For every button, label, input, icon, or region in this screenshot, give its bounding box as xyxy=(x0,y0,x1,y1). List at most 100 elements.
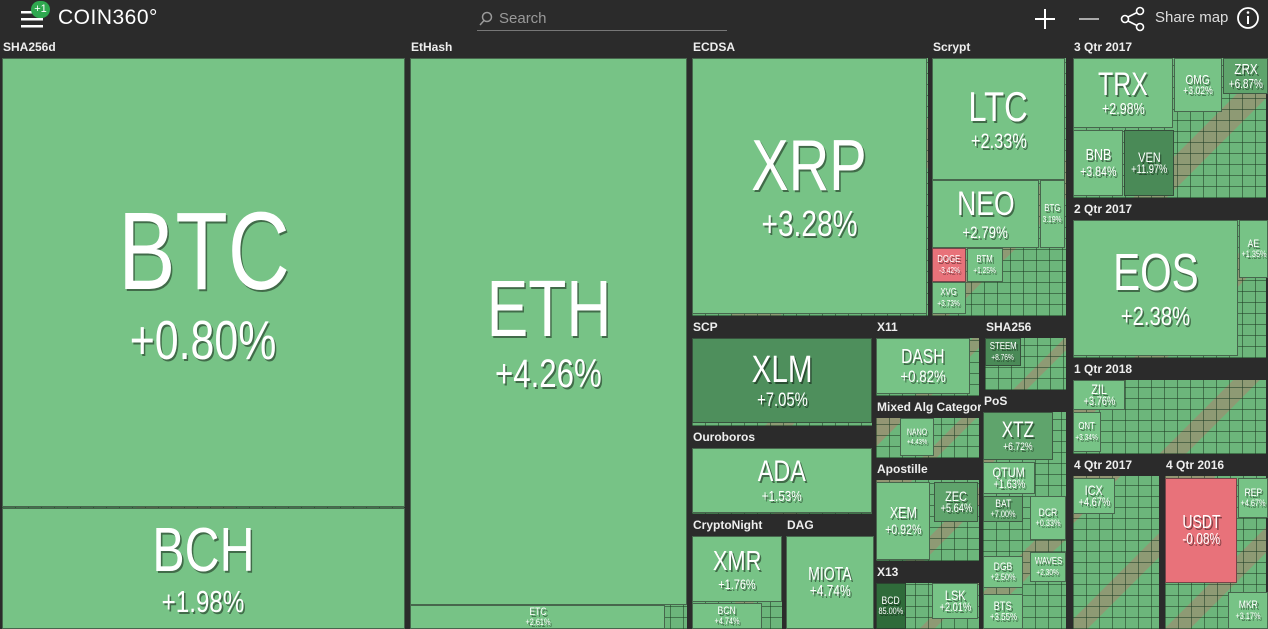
coin-tile[interactable]: OMG +3.02% xyxy=(1174,58,1222,112)
coin-tile[interactable]: ICX +4.67% xyxy=(1073,478,1115,514)
coin-tile[interactable]: DGB +2.50% xyxy=(983,556,1023,588)
coin-tile[interactable]: ZEC +5.64% xyxy=(934,482,978,522)
coin-tile[interactable]: BTS +3.55% xyxy=(983,594,1023,629)
sector-title[interactable]: X11 xyxy=(877,320,898,334)
coin-tile[interactable]: DASH +0.82% xyxy=(876,338,970,394)
coin-change: +2.33% xyxy=(970,129,1027,153)
coin-symbol: TRX xyxy=(1098,66,1148,103)
coin-change: 85.00% xyxy=(878,606,904,617)
coin-tile[interactable]: DOGE -3.42% xyxy=(932,248,966,282)
coin-tile[interactable]: MKR +3.17% xyxy=(1228,592,1268,629)
coin-tile[interactable]: BTC +0.80% xyxy=(2,58,405,507)
sector-title[interactable]: SHA256d xyxy=(3,40,56,54)
coin-tile[interactable]: XLM +7.05% xyxy=(692,338,872,423)
coin-tile[interactable]: REP +4.67% xyxy=(1238,478,1268,518)
logo[interactable]: COIN360° xyxy=(58,6,158,29)
zoom-in[interactable] xyxy=(1033,7,1057,31)
coin-tile[interactable]: BTG 3.19% xyxy=(1040,180,1065,248)
sector-title[interactable]: SCP xyxy=(693,320,718,334)
coin-change: +2.61% xyxy=(525,617,550,628)
coin-tile[interactable]: BCH +1.98% xyxy=(2,508,405,629)
coin-tile[interactable]: ETC +2.61% xyxy=(410,605,665,629)
coin-tile[interactable]: BCN +4.74% xyxy=(692,603,762,629)
coin-symbol: XLM xyxy=(751,348,813,391)
share-icon[interactable] xyxy=(1120,6,1146,32)
coin-symbol: ONT xyxy=(1078,421,1096,433)
coin-change: +1.25% xyxy=(973,265,997,276)
coin-tile[interactable]: ONT +3.34% xyxy=(1073,412,1101,452)
coin-tile[interactable]: WAVES +2.30% xyxy=(1030,552,1066,582)
coin-change: +6.72% xyxy=(1003,441,1033,454)
coin-tile[interactable]: VEN +11.97% xyxy=(1124,130,1174,196)
coin-change: -0.08% xyxy=(1182,531,1220,549)
coin-symbol: LTC xyxy=(968,83,1029,131)
coin-tile[interactable]: ADA +1.53% xyxy=(692,448,872,513)
sector-title[interactable]: PoS xyxy=(984,394,1008,408)
coin-change: +0.80% xyxy=(130,309,277,372)
coin-symbol: ETC xyxy=(528,605,547,618)
sector-title[interactable]: Ouroboros xyxy=(693,430,755,444)
sector-title[interactable]: X13 xyxy=(877,565,899,579)
coin-tile[interactable]: NEO +2.79% xyxy=(932,180,1039,248)
coin-tile[interactable]: XMR +1.76% xyxy=(692,536,782,602)
coin-tile[interactable]: AE +1.35% xyxy=(1239,220,1268,278)
coin-change: +1.35% xyxy=(1241,249,1266,260)
coin-tile[interactable]: STEEM +8.76% xyxy=(985,338,1021,366)
coin-tile[interactable]: DCR +0.33% xyxy=(1030,496,1066,540)
coin-change: +1.63% xyxy=(993,477,1025,492)
coin-change: +2.50% xyxy=(990,572,1016,583)
coin-tile[interactable]: ETH +4.26% xyxy=(410,58,687,605)
sector-title[interactable]: 3 Qtr 2017 xyxy=(1074,40,1133,54)
coin-tile[interactable]: XTZ +6.72% xyxy=(983,412,1053,460)
coin-symbol: BAT xyxy=(994,497,1012,510)
sector-title[interactable]: 2 Qtr 2017 xyxy=(1074,202,1133,216)
search-box[interactable]: Search xyxy=(477,6,727,31)
share-map[interactable]: Share map xyxy=(1155,9,1229,26)
coin-tile[interactable]: XEM +0.92% xyxy=(876,482,930,560)
top-bar: +1 COIN360° Search Share map xyxy=(0,0,1268,37)
coin-symbol: MIOTA xyxy=(808,564,852,585)
sector-title[interactable]: SHA256 xyxy=(986,320,1032,334)
coin-tile[interactable]: BCD 85.00% xyxy=(876,583,906,629)
coin-change: +3.28% xyxy=(761,203,858,245)
coin-change: +4.67% xyxy=(1240,498,1266,509)
sector-title[interactable]: Mixed Alg Category xyxy=(877,400,981,414)
sector-title[interactable]: Scrypt xyxy=(933,40,971,54)
sector-title[interactable]: CryptoNight xyxy=(693,518,763,532)
coin-tile[interactable]: XVG +3.73% xyxy=(932,282,966,314)
coin-tile[interactable]: QTUM +1.63% xyxy=(983,462,1035,494)
coin-tile[interactable]: ZRX +6.87% xyxy=(1223,58,1268,94)
info-icon[interactable] xyxy=(1236,6,1260,30)
coin-symbol: XEM xyxy=(889,504,917,522)
coin-change: +3.73% xyxy=(937,298,961,309)
coin-symbol: BCH xyxy=(152,516,255,586)
coin-symbol: WAVES xyxy=(1034,556,1062,568)
coin-tile[interactable]: NANO +4.43% xyxy=(900,418,934,456)
sector-title[interactable]: ECDSA xyxy=(693,40,736,54)
zoom-out[interactable] xyxy=(1077,7,1101,31)
coin-symbol: XRP xyxy=(751,125,868,206)
coin-tile[interactable]: XRP +3.28% xyxy=(692,58,927,314)
sector-title[interactable]: EtHash xyxy=(411,40,453,54)
coin-tile[interactable]: BTM +1.25% xyxy=(967,248,1003,282)
coin-tile[interactable]: MIOTA +4.74% xyxy=(786,536,874,629)
coin-change: +2.01% xyxy=(939,600,971,615)
coin-tile[interactable]: LTC +2.33% xyxy=(932,58,1065,180)
coin-tile[interactable]: TRX +2.98% xyxy=(1073,58,1173,128)
coin-tile[interactable]: LSK +2.01% xyxy=(932,583,978,619)
sector-title[interactable]: 1 Qtr 2018 xyxy=(1074,362,1133,376)
sector-title[interactable]: Apostille xyxy=(877,462,928,476)
sector-title[interactable]: 4 Qtr 2016 xyxy=(1166,458,1225,472)
coin-tile[interactable]: BAT +7.00% xyxy=(983,496,1023,522)
coin-change: +1.98% xyxy=(162,583,245,619)
coin-tile[interactable]: USDT -0.08% xyxy=(1165,478,1237,583)
coin-symbol: ETH xyxy=(486,264,611,354)
coin-tile[interactable]: EOS +2.38% xyxy=(1073,220,1238,356)
coin-change: +3.84% xyxy=(1079,163,1117,179)
coin-change: +2.79% xyxy=(962,222,1009,242)
coin-tile[interactable]: ZIL +3.76% xyxy=(1073,380,1125,410)
sector-title[interactable]: DAG xyxy=(787,518,814,532)
sector-title[interactable]: 4 Qtr 2017 xyxy=(1074,458,1133,472)
coin-change: +4.67% xyxy=(1078,495,1110,510)
coin-tile[interactable]: BNB +3.84% xyxy=(1073,130,1123,196)
